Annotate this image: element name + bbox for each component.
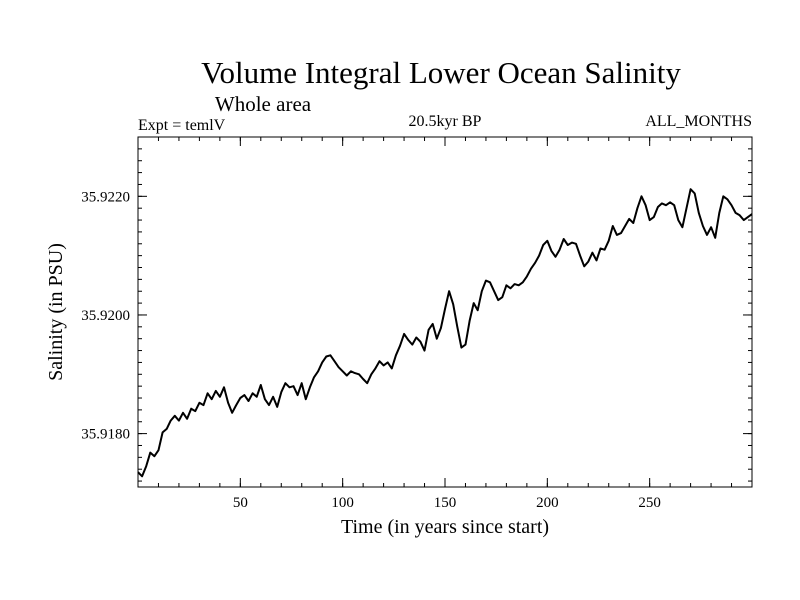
y-axis-ticks: [138, 136, 752, 482]
x-tick-label: 250: [638, 495, 661, 511]
chart-subtitle: Whole area: [215, 92, 312, 116]
x-axis-ticks: [157, 137, 733, 487]
x-tick-label: 100: [331, 495, 354, 511]
experiment-label: Expt = temlV: [138, 117, 226, 134]
x-tick-label: 200: [536, 495, 559, 511]
chart-title: Volume Integral Lower Ocean Salinity: [201, 55, 681, 90]
x-axis-tick-labels: 50 100 150 200 250: [233, 495, 661, 511]
y-tick-label: 35.9180: [81, 427, 130, 443]
salinity-series-line: [137, 188, 753, 478]
period-label: 20.5kyr BP: [409, 113, 482, 130]
x-tick-label: 50: [233, 495, 248, 511]
y-tick-label: 35.9220: [81, 189, 130, 205]
x-tick-label: 150: [434, 495, 457, 511]
y-axis-tick-labels: 35.9180 35.9200 35.9220: [81, 189, 130, 442]
y-axis-label: Salinity (in PSU): [45, 243, 67, 381]
months-label: ALL_MONTHS: [645, 113, 752, 130]
y-tick-label: 35.9200: [81, 308, 130, 324]
x-axis-label: Time (in years since start): [341, 516, 549, 538]
